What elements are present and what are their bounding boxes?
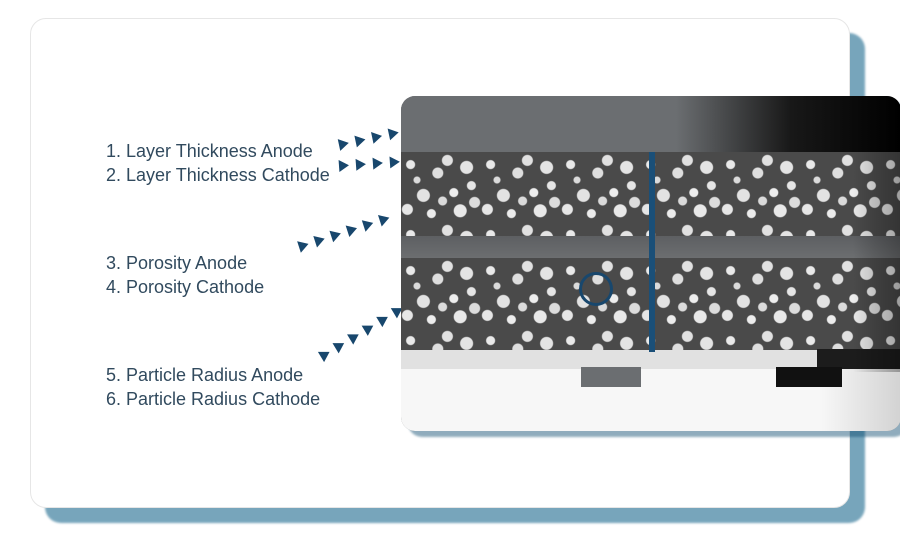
chevron-icon (329, 228, 342, 243)
collector-notch-1 (581, 367, 641, 387)
chevron-icon (354, 134, 366, 148)
chevron-icon (313, 233, 326, 248)
arrow-3 (297, 212, 391, 253)
label-porosity-anode: 3. Porosity Anode (106, 251, 264, 275)
labels-group-1: 1. Layer Thickness Anode 2. Layer Thickn… (106, 139, 330, 188)
content-card: 1. Layer Thickness Anode 2. Layer Thickn… (30, 18, 850, 508)
arrow-2 (339, 156, 401, 172)
chevron-icon (372, 157, 383, 170)
label-particle-radius-cathode: 6. Particle Radius Cathode (106, 387, 320, 411)
chevron-icon (318, 347, 333, 362)
chevron-icon (339, 159, 350, 172)
chevron-icon (378, 212, 391, 227)
arrow-1 (338, 126, 400, 150)
chevron-icon (362, 217, 375, 232)
chevron-icon (362, 320, 377, 335)
micrograph-card (401, 96, 900, 431)
stage: 1. Layer Thickness Anode 2. Layer Thickn… (0, 0, 900, 553)
chevron-icon (371, 130, 383, 144)
label-porosity-cathode: 4. Porosity Cathode (106, 275, 264, 299)
chevron-icon (376, 312, 391, 327)
chevron-icon (356, 158, 367, 171)
label-particle-radius-anode: 5. Particle Radius Anode (106, 363, 320, 387)
chevron-icon (297, 238, 310, 253)
collector-notch-2 (776, 367, 842, 387)
micrograph-top-bar (401, 96, 900, 152)
thickness-marker-line (649, 152, 655, 352)
chevron-icon (347, 329, 362, 344)
label-layer-thickness-cathode: 2. Layer Thickness Cathode (106, 163, 330, 187)
arrow-4 (318, 303, 406, 362)
chevron-icon (338, 137, 350, 151)
label-layer-thickness-anode: 1. Layer Thickness Anode (106, 139, 330, 163)
labels-group-2: 3. Porosity Anode 4. Porosity Cathode (106, 251, 264, 300)
chevron-icon (346, 222, 359, 237)
chevron-icon (332, 338, 347, 353)
chevron-icon (389, 156, 400, 169)
particle-marker-circle (579, 272, 613, 306)
labels-group-3: 5. Particle Radius Anode 6. Particle Rad… (106, 363, 320, 412)
right-edge-dark (817, 349, 900, 369)
chevron-icon (388, 126, 400, 140)
